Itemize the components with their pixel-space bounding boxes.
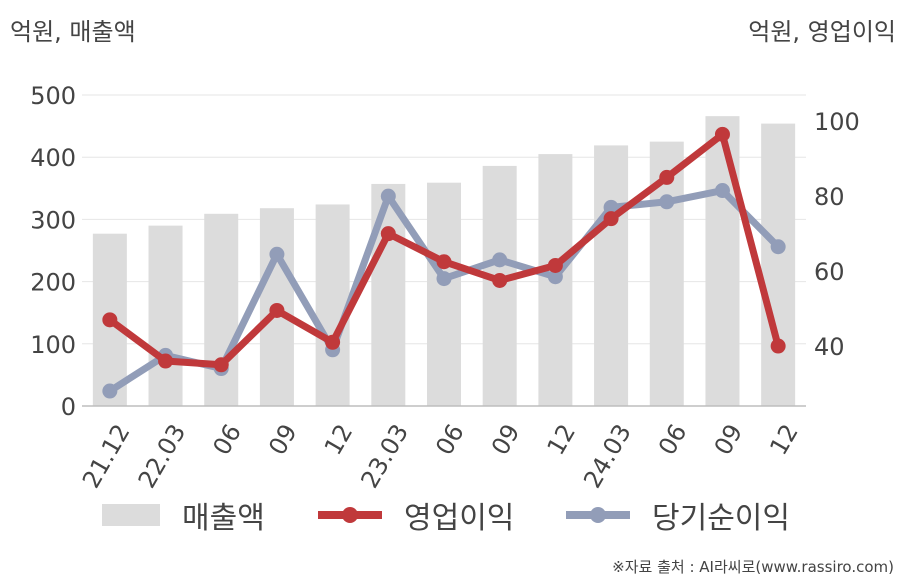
x-tick-label: 22.03	[133, 419, 192, 490]
operating-profit-point	[770, 338, 786, 354]
net-income-point	[102, 383, 118, 399]
legend-label-operating-profit: 영업이익	[404, 501, 515, 536]
revenue-bar	[427, 182, 461, 406]
revenue-bar	[148, 225, 183, 406]
legend-swatch-net-income	[566, 504, 630, 526]
revenue-bar	[761, 123, 796, 406]
x-tick-label: 09	[709, 419, 749, 459]
operating-profit-point	[603, 211, 619, 227]
net-income-point	[770, 239, 786, 255]
net-income-point	[436, 271, 452, 287]
legend-swatch-operating-profit	[318, 504, 382, 526]
left-tick-label: 300	[30, 206, 76, 234]
x-tick-label: 21.12	[77, 419, 136, 490]
legend-item-operating-profit: 영업이익	[318, 490, 514, 540]
operating-profit-point	[492, 272, 508, 288]
operating-profit-point	[102, 312, 118, 328]
legend-item-net-income: 당기순이익	[566, 490, 790, 540]
x-tick-label: 06	[430, 419, 470, 459]
net-income-point	[380, 188, 396, 204]
x-tick-label: 12	[542, 419, 582, 459]
right-tick-label: 80	[814, 183, 845, 211]
x-tick-label: 12	[764, 419, 804, 459]
profit-lines	[102, 126, 786, 399]
right-axis-unit: 억원, 영업이익	[748, 18, 896, 46]
x-tick-label: 09	[486, 419, 526, 459]
x-tick-label: 23.03	[355, 419, 414, 490]
source-note: ※자료 출처 : AI라씨로(www.rassiro.com)	[612, 558, 894, 576]
operating-profit-point	[659, 169, 675, 185]
net-income-point	[269, 246, 285, 262]
x-tick-label: 12	[319, 419, 359, 459]
operating-profit-point	[380, 226, 396, 242]
legend-swatch-revenue	[102, 504, 160, 526]
revenue-bar	[705, 116, 740, 406]
x-tick-label: 06	[207, 419, 247, 459]
x-tick-label: 09	[263, 419, 303, 459]
net-income-point	[714, 183, 730, 199]
left-tick-label: 500	[30, 82, 76, 110]
x-tick-label: 24.03	[578, 419, 637, 490]
x-tick-label: 06	[653, 419, 693, 459]
operating-profit-point	[213, 357, 229, 373]
operating-profit-point	[714, 126, 730, 142]
left-tick-label: 200	[30, 269, 76, 297]
right-tick-label: 100	[814, 108, 860, 136]
net-income-point	[492, 252, 508, 268]
legend: 매출액 영업이익 당기순이익	[0, 490, 908, 540]
legend-label-net-income: 당기순이익	[652, 501, 790, 536]
operating-profit-point	[436, 254, 452, 270]
net-income-point	[659, 194, 675, 210]
legend-item-revenue: 매출액	[102, 490, 265, 540]
operating-profit-point	[269, 302, 285, 318]
revenue-bar	[594, 145, 629, 406]
left-tick-label: 0	[61, 393, 76, 421]
revenue-bar	[315, 204, 350, 406]
right-tick-label: 60	[814, 258, 845, 286]
operating-profit-point	[547, 257, 563, 273]
right-tick-label: 40	[814, 333, 845, 361]
left-tick-label: 100	[30, 331, 76, 359]
left-tick-label: 400	[30, 144, 76, 172]
left-axis-unit: 억원, 매출액	[10, 18, 136, 46]
net-income-point	[547, 269, 563, 285]
operating-profit-point	[325, 334, 341, 350]
legend-label-revenue: 매출액	[182, 501, 265, 536]
net-income-point	[603, 199, 619, 215]
operating-profit-point	[158, 353, 174, 369]
revenue-bar	[204, 213, 239, 406]
